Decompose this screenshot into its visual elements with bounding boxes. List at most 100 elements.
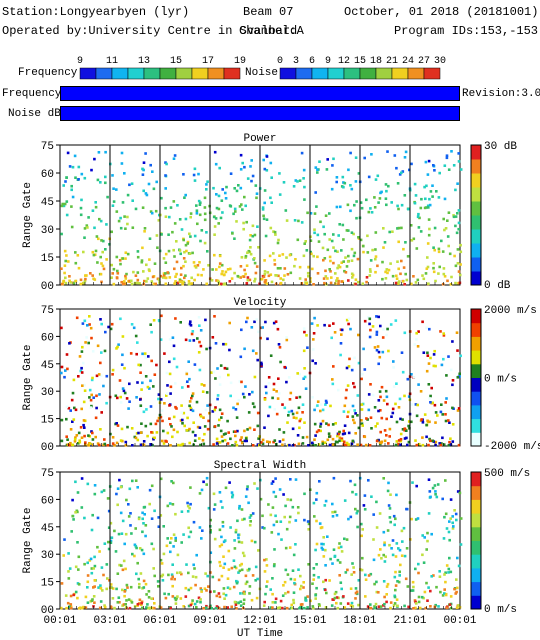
heatmap-cell: [204, 572, 207, 575]
heatmap-cell: [425, 206, 428, 209]
heatmap-cell: [416, 278, 420, 282]
heatmap-cell: [313, 422, 317, 426]
heatmap-cell: [62, 204, 66, 208]
heatmap-cell: [369, 383, 372, 386]
heatmap-cell: [248, 278, 252, 282]
heatmap-cell: [329, 259, 332, 263]
heatmap-cell: [319, 403, 323, 406]
heatmap-cell: [113, 529, 116, 533]
heatmap-cell: [338, 542, 341, 545]
heatmap-cell: [398, 173, 402, 176]
heatmap-cell: [441, 436, 444, 440]
heatmap-cell: [395, 274, 398, 278]
heatmap-cell: [156, 580, 160, 583]
heatmap-cell: [283, 267, 287, 270]
heatmap-cell: [160, 562, 164, 565]
heatmap-cell: [314, 597, 317, 600]
heatmap-cell: [80, 371, 84, 374]
heatmap-cell: [347, 517, 350, 521]
heatmap-cell: [102, 384, 105, 388]
heatmap-cell: [72, 418, 76, 421]
heatmap-cell: [336, 440, 339, 444]
heatmap-cell: [166, 271, 169, 274]
heatmap-cell: [386, 402, 389, 406]
heatmap-cell: [275, 412, 279, 416]
heatmap-cell: [369, 572, 373, 576]
heatmap-cell: [443, 592, 446, 595]
heatmap-cell: [223, 273, 226, 276]
heatmap-cell: [432, 246, 435, 249]
heatmap-cell: [361, 372, 364, 376]
heatmap-cell: [115, 492, 118, 496]
heatmap-cell: [389, 493, 392, 496]
heatmap-cell: [139, 371, 142, 374]
heatmap-cell: [195, 209, 199, 212]
heatmap-cell: [154, 422, 158, 426]
heatmap-cell: [426, 204, 430, 208]
heatmap-cell: [324, 283, 328, 286]
heatmap-cell: [322, 225, 325, 229]
heatmap-cell: [222, 342, 225, 346]
heatmap-cell: [74, 565, 78, 569]
heatmap-cell: [375, 348, 379, 352]
heatmap-cell: [110, 322, 114, 326]
heatmap-cell: [271, 396, 274, 400]
heatmap-cell: [395, 440, 399, 443]
heatmap-cell: [385, 333, 388, 337]
heatmap-cell: [273, 548, 276, 551]
noise-scale-tick: 0: [277, 56, 283, 67]
heatmap-cell: [405, 429, 408, 432]
heatmap-cell: [139, 404, 143, 407]
heatmap-cell: [245, 580, 249, 584]
heatmap-cell: [188, 427, 191, 431]
heatmap-cell: [388, 230, 391, 234]
heatmap-cell: [200, 383, 204, 386]
heatmap-cell: [135, 432, 139, 435]
heatmap-cell: [349, 209, 352, 213]
heatmap-cell: [390, 201, 393, 204]
heatmap-cell: [291, 412, 295, 416]
heatmap-cell: [336, 606, 340, 610]
heatmap-cell: [138, 582, 141, 586]
heatmap-cell: [299, 417, 303, 421]
heatmap-cell: [405, 436, 408, 440]
heatmap-cell: [240, 256, 244, 259]
beam-label: Beam 07: [243, 5, 294, 19]
heatmap-cell: [255, 192, 259, 195]
heatmap-cell: [345, 441, 349, 445]
heatmap-cell: [457, 160, 461, 163]
heatmap-cell: [323, 504, 327, 507]
heatmap-cell: [281, 443, 284, 447]
heatmap-cell: [375, 315, 378, 318]
heatmap-cell: [425, 423, 428, 427]
heatmap-cell: [272, 230, 275, 233]
heatmap-cell: [286, 590, 290, 594]
heatmap-cell: [243, 439, 247, 443]
heatmap-cell: [143, 513, 146, 516]
heatmap-cell: [274, 495, 278, 498]
heatmap-cell: [305, 334, 308, 337]
heatmap-cell: [260, 363, 263, 366]
heatmap-cell: [113, 606, 116, 610]
heatmap-cell: [370, 153, 373, 156]
heatmap-cell: [321, 419, 325, 423]
heatmap-cell: [455, 590, 458, 594]
heatmap-cell: [309, 239, 313, 242]
heatmap-cell: [315, 205, 318, 208]
heatmap-cell: [234, 603, 238, 606]
heatmap-cell: [244, 574, 248, 578]
heatmap-cell: [70, 188, 73, 192]
heatmap-cell: [444, 413, 447, 416]
heatmap-cell: [169, 423, 172, 426]
heatmap-cell: [444, 580, 447, 584]
heatmap-cell: [134, 207, 138, 211]
heatmap-cell: [273, 563, 276, 566]
heatmap-cell: [76, 491, 80, 494]
heatmap-cell: [217, 280, 220, 284]
heatmap-cell: [91, 250, 95, 254]
heatmap-cell: [376, 264, 379, 268]
heatmap-cell: [98, 393, 101, 396]
heatmap-cell: [205, 604, 208, 608]
heatmap-cell: [235, 443, 239, 447]
heatmap-cell: [269, 273, 273, 276]
